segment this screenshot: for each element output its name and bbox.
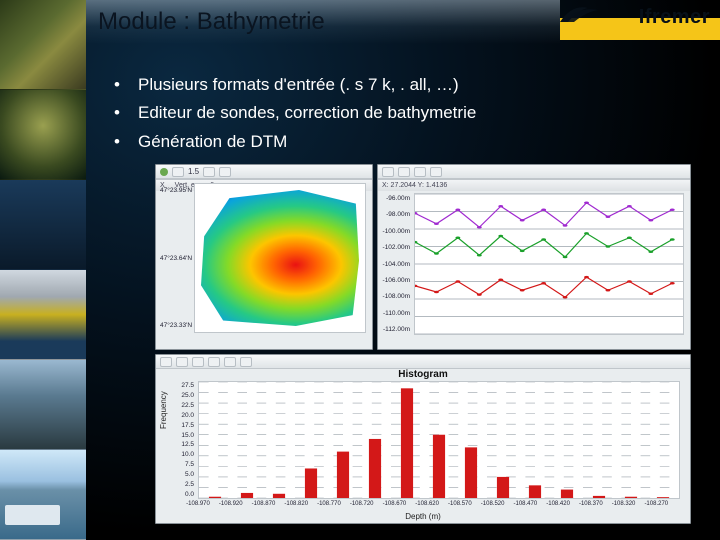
toolbar-button[interactable] [176,357,188,367]
toolbar-button[interactable] [382,167,394,177]
thumb-6 [0,450,86,540]
tick-label: 12.5 [170,441,194,448]
logo-text: Ifremer [639,6,710,29]
tick-label: -108.470 [514,501,538,511]
tick-label: 47°23.95'N [160,187,190,194]
toolbar-button[interactable] [192,357,204,367]
tick-label: 27.5 [170,382,194,389]
slide: Module : Bathymetrie Ifremer Plusieurs f… [0,0,720,540]
tick-label: 10.0 [170,451,194,458]
tick-label: -104.00m [382,261,410,268]
tick-label: -108.670 [383,501,407,511]
slide-title: Module : Bathymetrie [98,8,325,36]
bullet-list: Plusieurs formats d'entrée (. s 7 k, . a… [110,72,690,157]
toolbar-button[interactable] [203,167,215,177]
record-icon [160,168,168,176]
toolbar-button[interactable] [467,180,481,192]
toolbar-button[interactable] [416,180,430,192]
panel-c-toolbar [156,355,690,369]
tick-label: -102.00m [382,244,410,251]
histogram-title: Histogram [156,369,690,380]
panel-a-yticks: 47°23.95'N 47°23.64'N 47°23.33'N [158,183,192,333]
toolbar-button[interactable] [430,167,442,177]
toolbar-button[interactable] [414,167,426,177]
tick-label: -108.520 [481,501,505,511]
tick-label: -100.00m [382,228,410,235]
tick-label: 0.0 [170,491,194,498]
tick-label: -108.620 [415,501,439,511]
tick-label: -108.770 [317,501,341,511]
tick-label: -108.570 [448,501,472,511]
panel-a-plot [194,183,366,333]
tick-label: 25.0 [170,392,194,399]
panel-bathymetry-map: 1.5 47°23.95'N 47°23.64'N 47°23.33'N X V… [155,164,373,350]
tick-label: 5.0 [170,471,194,478]
toolbar-button[interactable] [224,357,236,367]
tick-label: 7.5 [170,461,194,468]
tick-label: -108.870 [252,501,276,511]
tick-label: -108.320 [612,501,636,511]
bathymetry-heatmap [201,190,359,326]
tick-label: -108.370 [579,501,603,511]
toolbar-button[interactable] [160,357,172,367]
panel-depth-lines: -96.00m -98.00m -100.00m -102.00m -104.00m -1… [377,164,691,350]
tick-label: -108.970 [186,501,210,511]
panel-b-yticks: -96.00m -98.00m -100.00m -102.00m -104.00m -1… [380,193,412,335]
tick-label: 15.0 [170,432,194,439]
toolbar-button[interactable] [501,180,515,192]
thumb-2 [0,90,86,180]
tick-label: -108.720 [350,501,374,511]
tick-label: 20.0 [170,412,194,419]
toolbar-button[interactable] [450,180,464,192]
tick-label: -110.00m [382,310,410,317]
thumb-3 [0,180,86,270]
bullet-item: Plusieurs formats d'entrée (. s 7 k, . a… [110,72,690,98]
toolbar-button[interactable] [398,167,410,177]
tick-label: 17.5 [170,422,194,429]
panel-histogram: Histogram Frequency Depth (m) 0.0 2.5 5.0 7… [155,354,691,524]
tick-label: 47°23.33'N [160,322,190,329]
toolbar-button[interactable] [433,180,447,192]
histogram-ylabel: Frequency [159,391,168,429]
panel-b-plot [414,193,684,335]
left-image-strip [0,0,86,540]
toolbar-button[interactable] [399,180,413,192]
tick-label: -108.270 [644,501,668,511]
figures-area: 1.5 47°23.95'N 47°23.64'N 47°23.33'N X V… [155,164,695,526]
thumb-5 [0,360,86,450]
tick-label: 22.5 [170,402,194,409]
panel-a-toolbar: 1.5 [156,165,372,179]
tick-label: -106.00m [382,277,410,284]
panel-b-toolbar2 [382,180,686,192]
logo-swoosh-icon [558,2,602,24]
tick-label: 2.5 [170,481,194,488]
panel-c-xticks: -108.970-108.920-108.870-108.820-108.770… [198,501,680,511]
tick-label: -108.00m [382,293,410,300]
tick-label: -108.420 [546,501,570,511]
histogram-xlabel: Depth (m) [156,512,690,521]
thumb-4 [0,270,86,360]
panel-c-plot [198,381,680,499]
panel-c-yticks: 0.0 2.5 5.0 7.5 10.0 12.5 15.0 17.5 20.0 22.5 25.0… [168,381,196,499]
toolbar-button[interactable] [382,180,396,192]
toolbar-button[interactable] [240,357,252,367]
toolbar-button[interactable] [208,357,220,367]
toolbar-button[interactable] [484,180,498,192]
tick-label: -112.00m [382,326,410,333]
panel-b-toolbar [378,165,690,179]
toolbar-button[interactable] [172,167,184,177]
tick-label: -96.00m [382,195,410,202]
bullet-item: Génération de DTM [110,129,690,155]
thumb-1 [0,0,86,90]
tick-label: 47°23.64'N [160,255,190,262]
tick-label: -98.00m [382,211,410,218]
tick-label: -108.820 [284,501,308,511]
toolbar-button[interactable] [219,167,231,177]
logo: Ifremer [560,0,720,44]
tick-label: -108.920 [219,501,243,511]
histogram-chart [199,382,679,498]
line-chart [415,194,683,334]
bullet-item: Editeur de sondes, correction de bathyme… [110,100,690,126]
zoom-value: 1.5 [188,167,199,176]
